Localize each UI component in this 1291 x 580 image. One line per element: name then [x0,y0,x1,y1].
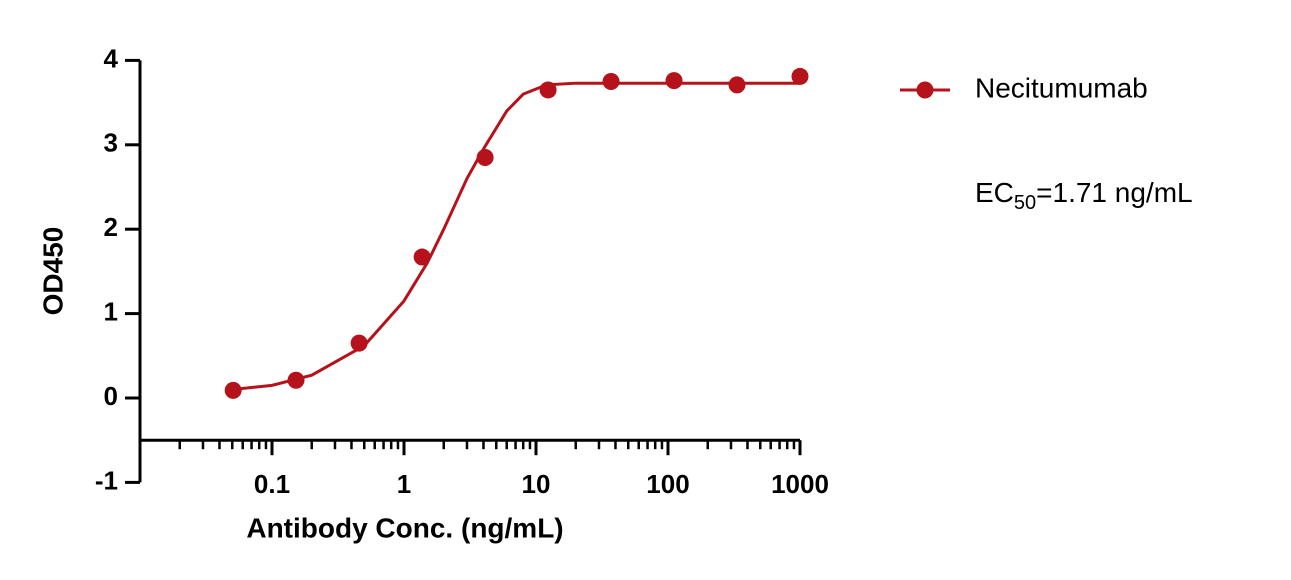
y-tick-label: 2 [104,212,118,242]
y-tick-label: 3 [104,128,118,158]
data-point [476,148,494,166]
fit-curve [232,81,800,392]
y-tick-label: -1 [95,465,118,495]
data-point [539,81,557,99]
x-tick-label: 0.1 [254,469,290,499]
x-tick-label: 1 [397,469,411,499]
legend-marker [916,81,934,99]
data-point [224,381,242,399]
data-point [350,334,368,352]
data-point [728,76,746,94]
annotation-text: EC [975,177,1014,208]
data-point [287,371,305,389]
y-tick-label: 0 [104,381,118,411]
legend-label: Necitumumab [975,72,1148,103]
annotation-rest: =1.71 ng/mL [1036,177,1192,208]
y-tick-label: 4 [104,43,119,73]
annotation-sub: 50 [1014,192,1036,214]
data-point [413,248,431,266]
annotation: EC50=1.71 ng/mL [975,177,1193,214]
x-axis-title: Antibody Conc. (ng/mL) [246,512,563,543]
data-point [791,67,809,85]
data-point [602,73,620,90]
x-tick-label: 100 [646,469,689,499]
y-axis-title: OD450 [37,227,68,316]
data-point [665,72,683,90]
x-tick-label: 10 [522,469,551,499]
x-tick-label: 1000 [771,469,829,499]
y-tick-label: 1 [104,296,118,326]
